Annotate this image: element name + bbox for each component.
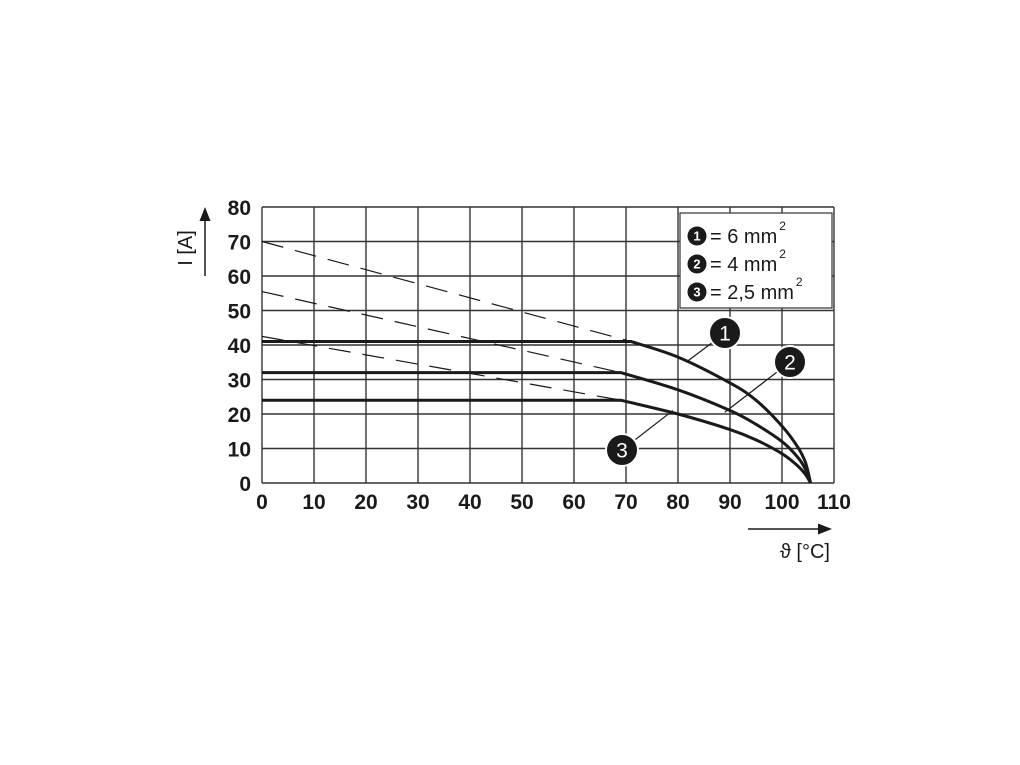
- y-axis-label: I [A]: [175, 230, 197, 266]
- x-tick-label: 70: [614, 491, 637, 514]
- callout-number: 3: [616, 440, 628, 463]
- legend: 1 = 6 mm 22 = 4 mm 23 = 2,5 mm 2: [679, 212, 833, 309]
- legend-marker-number: 2: [693, 257, 700, 272]
- x-tick-label: 30: [406, 491, 429, 514]
- x-tick-label: 50: [510, 491, 533, 514]
- curves: [262, 340, 813, 484]
- y-tick-label: 20: [228, 404, 251, 427]
- legend-entry: = 6 mm: [710, 226, 777, 248]
- x-tick-label: 40: [458, 491, 481, 514]
- y-tick-label: 60: [228, 266, 251, 289]
- x-tick-label: 100: [764, 491, 799, 514]
- y-tick-label: 70: [228, 232, 251, 255]
- callout-number: 1: [719, 323, 731, 346]
- series-line-1: [262, 340, 813, 484]
- callout-number: 2: [784, 352, 796, 375]
- x-tick-label: 20: [354, 491, 377, 514]
- legend-marker: [687, 254, 707, 274]
- y-tick-label: 0: [239, 473, 251, 496]
- dashed-line: [261, 240, 632, 343]
- y-tick-label: 50: [228, 301, 251, 324]
- dashed-lines: [261, 240, 632, 401]
- legend-marker-number: 3: [693, 285, 700, 300]
- x-tick-label: 0: [256, 491, 268, 514]
- legend-entry: = 4 mm: [710, 254, 777, 276]
- dashed-line: [261, 290, 621, 374]
- legend-entry: = 2,5 mm: [710, 282, 794, 304]
- dashed-line: [261, 335, 621, 401]
- x-axis-arrowhead: [818, 523, 832, 535]
- series-line-2: [262, 371, 813, 484]
- y-tick-label: 10: [228, 439, 251, 462]
- y-tick-label: 40: [228, 335, 251, 358]
- callout-badge: [605, 433, 639, 467]
- tick-labels: 0 10 20 30 40 50 60 70 80 90 100 110 0 10 20 30 40 50 60 70…: [228, 197, 851, 514]
- legend-superscript: 2: [796, 275, 803, 289]
- x-tick-label: 90: [718, 491, 741, 514]
- callouts: 1 2 3: [605, 316, 807, 467]
- y-tick-label: 80: [228, 197, 251, 220]
- axis-labels: I [A] ϑ [°C]: [175, 207, 832, 563]
- legend-marker-number: 1: [693, 229, 700, 244]
- legend-superscript: 2: [779, 247, 786, 261]
- x-tick-label: 60: [562, 491, 585, 514]
- x-tick-label: 80: [666, 491, 689, 514]
- legend-marker: [687, 226, 707, 246]
- series-line-3: [262, 398, 812, 484]
- legend-marker: [687, 282, 707, 302]
- x-axis-label: ϑ [°C]: [780, 541, 830, 563]
- y-axis-arrowhead: [199, 207, 211, 221]
- x-tick-label: 10: [302, 491, 325, 514]
- legend-superscript: 2: [779, 219, 786, 233]
- callout-badge: [708, 316, 742, 350]
- callout-badge: [773, 345, 807, 379]
- x-tick-label: 110: [817, 491, 851, 514]
- y-tick-label: 30: [228, 370, 251, 393]
